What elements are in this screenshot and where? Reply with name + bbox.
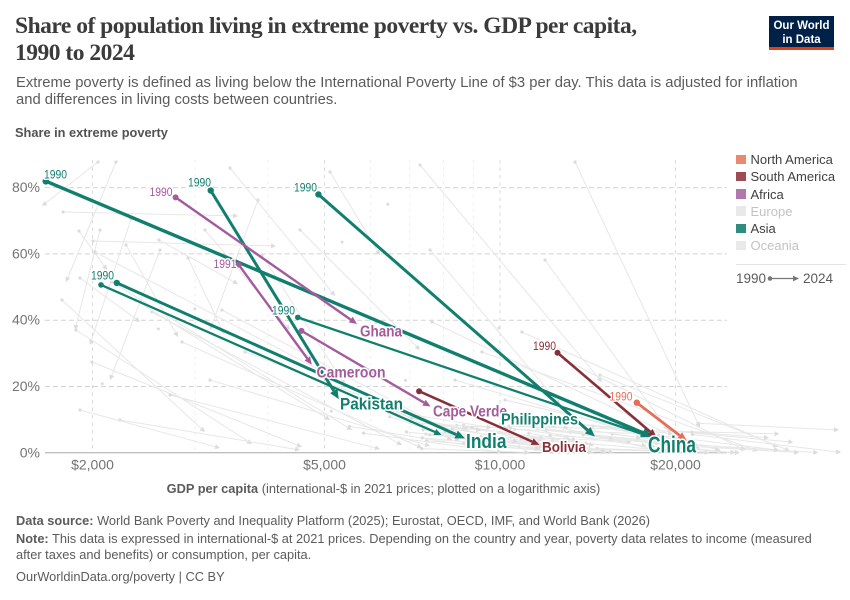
svg-text:1990: 1990	[294, 183, 317, 195]
svg-text:1990: 1990	[150, 187, 173, 199]
svg-text:60%: 60%	[12, 245, 40, 261]
svg-text:80%: 80%	[12, 179, 40, 195]
svg-text:Cape Verde: Cape Verde	[433, 404, 507, 421]
svg-text:1990: 1990	[610, 392, 633, 404]
svg-text:1990: 1990	[272, 306, 295, 318]
svg-text:20%: 20%	[12, 378, 40, 394]
svg-text:1990: 1990	[188, 178, 211, 190]
svg-text:Pakistan: Pakistan	[340, 396, 403, 414]
svg-text:1990: 1990	[188, 178, 211, 190]
svg-text:1990: 1990	[533, 341, 556, 353]
svg-text:1990: 1990	[91, 271, 114, 283]
svg-text:$10,000: $10,000	[475, 457, 526, 473]
svg-text:0%: 0%	[20, 444, 40, 460]
svg-text:1990: 1990	[44, 170, 67, 182]
svg-text:India: India	[466, 431, 507, 453]
svg-text:Philippines: Philippines	[501, 412, 578, 429]
svg-text:Ghana: Ghana	[360, 324, 402, 341]
svg-text:1990: 1990	[150, 187, 173, 199]
svg-text:Cameroon: Cameroon	[317, 365, 386, 382]
svg-text:Cameroon: Cameroon	[317, 365, 386, 382]
svg-text:1990: 1990	[91, 271, 114, 283]
svg-text:Pakistan: Pakistan	[340, 396, 403, 414]
svg-text:1990: 1990	[610, 392, 633, 404]
svg-text:1990: 1990	[272, 306, 295, 318]
svg-text:India: India	[466, 431, 507, 453]
svg-text:Bolivia: Bolivia	[542, 439, 587, 456]
svg-text:40%: 40%	[12, 312, 40, 328]
svg-text:Ghana: Ghana	[360, 324, 402, 341]
svg-text:$20,000: $20,000	[650, 457, 701, 473]
svg-text:1990: 1990	[533, 341, 556, 353]
svg-text:Cape Verde: Cape Verde	[433, 404, 507, 421]
svg-text:$2,000: $2,000	[71, 457, 114, 473]
svg-text:Philippines: Philippines	[501, 412, 578, 429]
svg-text:1990: 1990	[294, 183, 317, 195]
svg-text:1990: 1990	[44, 170, 67, 182]
svg-text:1991: 1991	[214, 259, 237, 271]
svg-text:Bolivia: Bolivia	[542, 439, 587, 456]
svg-text:1991: 1991	[214, 259, 237, 271]
svg-text:China: China	[648, 432, 696, 458]
svg-text:China: China	[648, 432, 696, 458]
svg-text:$5,000: $5,000	[303, 457, 346, 473]
